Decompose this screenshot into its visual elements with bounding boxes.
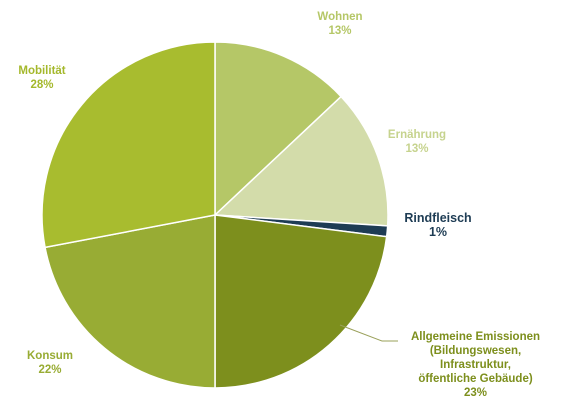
slice-label-mobilitaet: Mobilität 28% bbox=[2, 64, 82, 92]
slice-label-konsum-value: 22% bbox=[38, 364, 62, 376]
slice-label-ernaehrung-value: 13% bbox=[405, 143, 429, 155]
slice-label-allgemeine-emissionen: Allgemeine Emissionen (Bildungswesen, In… bbox=[388, 330, 563, 400]
slice-label-mobilitaet-name: Mobilität bbox=[18, 65, 66, 77]
slice-label-wohnen: Wohnen 13% bbox=[300, 10, 380, 38]
slice-label-mobilitaet-value: 28% bbox=[30, 79, 54, 91]
leader-line-allgemeine-emissionen bbox=[339, 324, 398, 342]
pie-slice-1 bbox=[213, 95, 389, 227]
slice-label-wohnen-value: 13% bbox=[328, 25, 352, 37]
pie-slice-5 bbox=[41, 41, 216, 249]
slice-label-konsum: Konsum 22% bbox=[10, 349, 90, 377]
slice-label-rindfleisch-name: Rindfleisch bbox=[404, 211, 472, 225]
slice-label-wohnen-name: Wohnen bbox=[317, 11, 363, 23]
slice-label-allgemeine-emissionen-name: Allgemeine Emissionen (Bildungswesen, In… bbox=[410, 331, 541, 385]
slice-label-konsum-name: Konsum bbox=[27, 350, 73, 362]
slice-label-ernaehrung: Ernährung 13% bbox=[372, 128, 462, 156]
slice-label-allgemeine-emissionen-value: 23% bbox=[463, 387, 488, 399]
leader-lines bbox=[339, 324, 398, 342]
pie-slices bbox=[41, 41, 389, 389]
pie-slice-4 bbox=[44, 214, 216, 389]
slice-label-rindfleisch-value: 1% bbox=[428, 225, 448, 239]
slice-label-ernaehrung-name: Ernährung bbox=[387, 129, 447, 141]
pie-slice-0 bbox=[214, 41, 343, 217]
pie-slice-3 bbox=[214, 214, 388, 389]
slice-label-rindfleisch: Rindfleisch 1% bbox=[388, 211, 488, 239]
